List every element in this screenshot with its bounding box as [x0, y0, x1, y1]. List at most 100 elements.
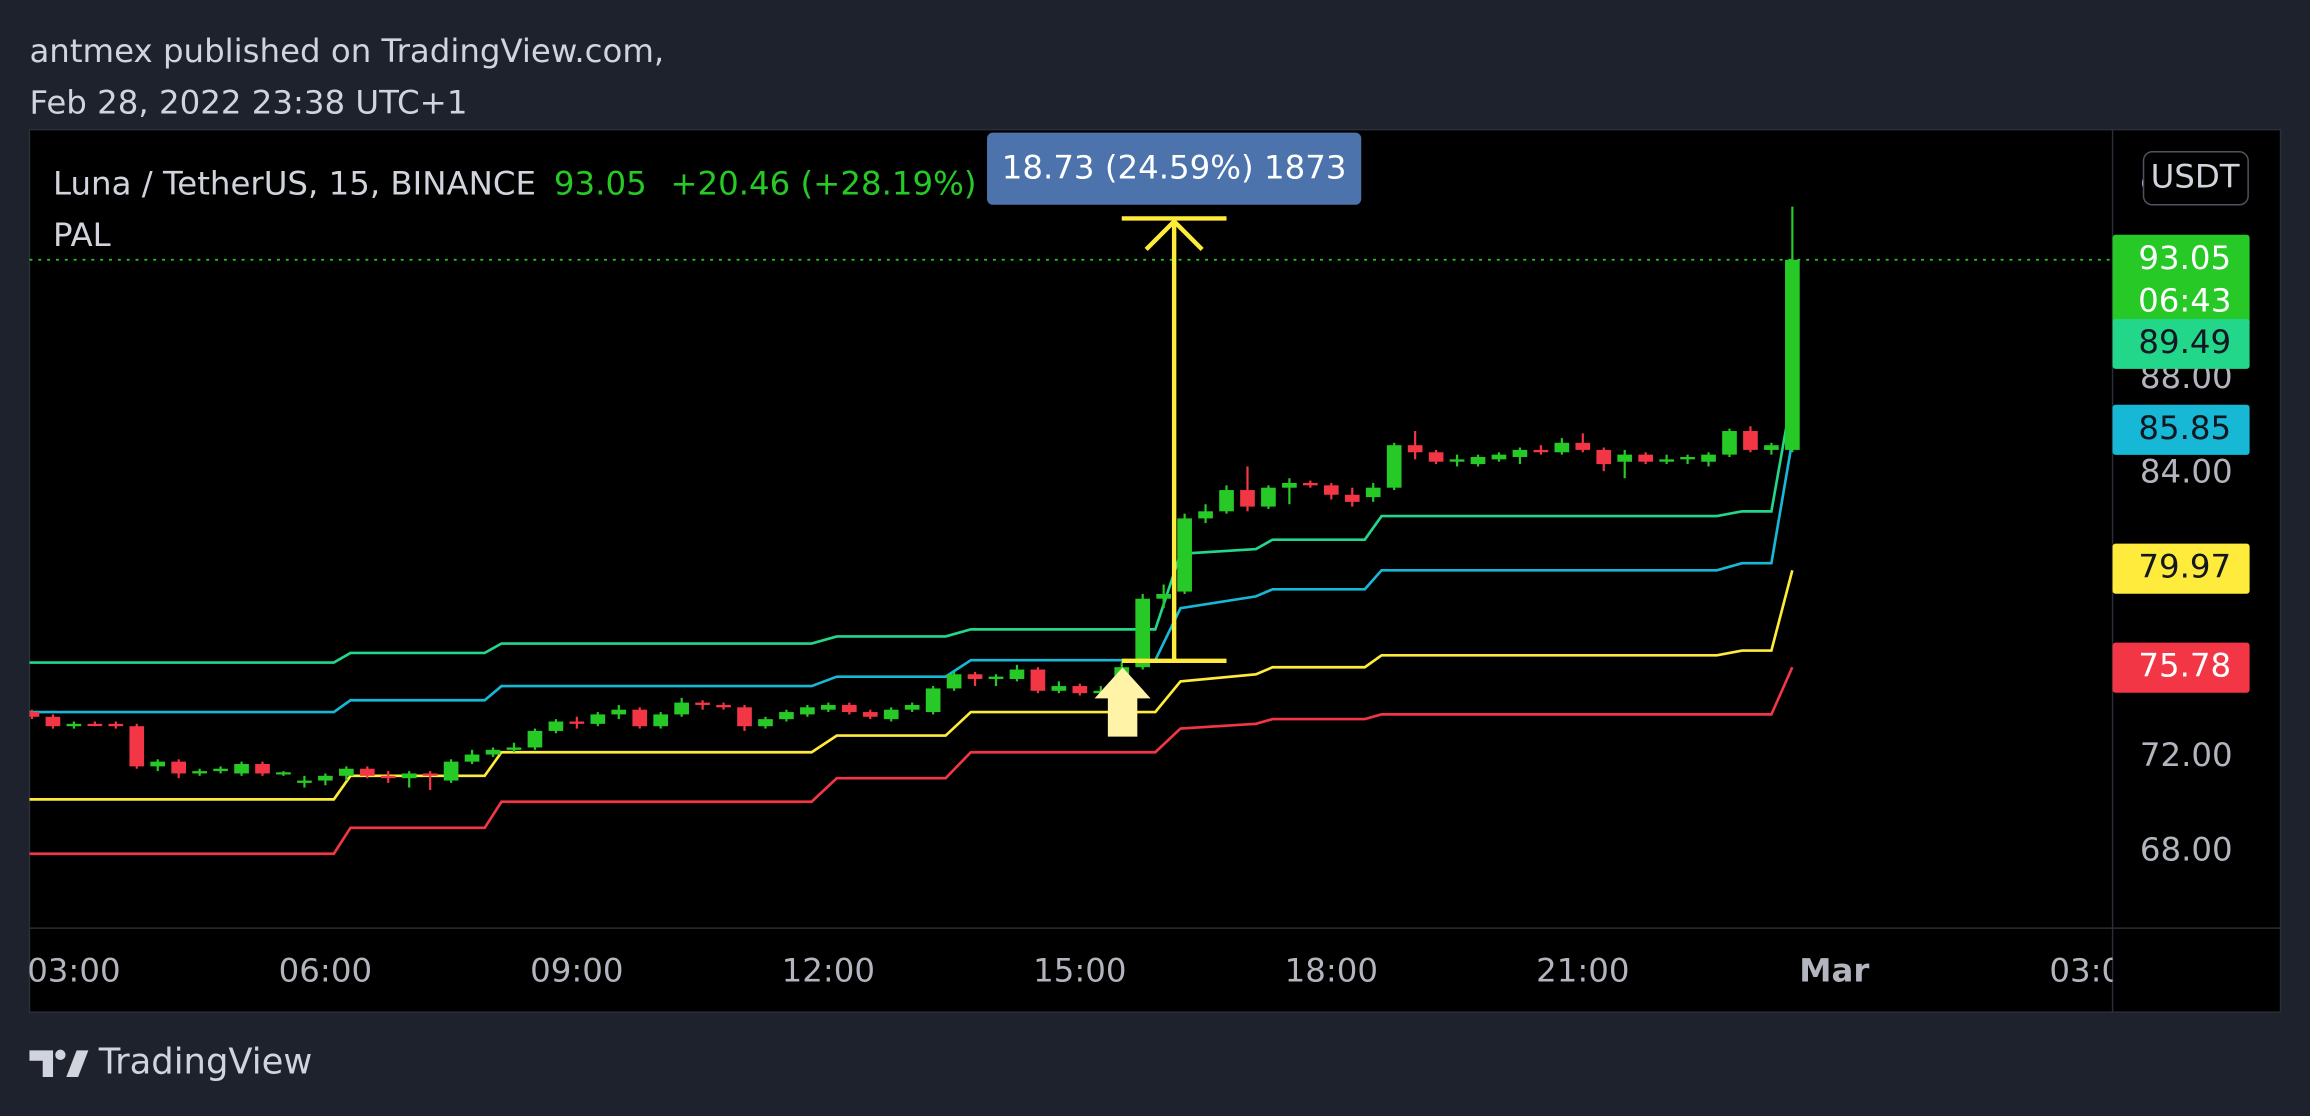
candle-body: [1701, 454, 1716, 462]
candle-body: [422, 773, 438, 776]
candle-body: [1743, 431, 1758, 450]
x-tick-label: Mar: [1799, 951, 1869, 989]
candle-body: [695, 702, 710, 705]
x-tick-label: 03:00: [27, 951, 120, 989]
candle-body: [1680, 456, 1695, 460]
candle-body: [527, 730, 543, 748]
candle-body: [1659, 459, 1674, 462]
candle-body: [1030, 669, 1046, 691]
candle-body: [255, 764, 270, 774]
candle-body: [66, 723, 82, 727]
candle-body: [1407, 445, 1423, 453]
candle-body: [1533, 449, 1549, 453]
candle-body: [1386, 445, 1402, 488]
legend-last-price: 93.05: [554, 165, 647, 203]
x-tick-label: 09:00: [530, 951, 623, 989]
indicator-name: PAL: [53, 216, 111, 254]
candle-body: [1470, 456, 1486, 465]
price-badge-label: 93.05: [2138, 239, 2231, 277]
candle-body: [988, 676, 1004, 679]
candle-body: [338, 768, 354, 776]
highlight-arrow: [1094, 667, 1151, 737]
candle-body: [380, 775, 396, 779]
candle-body: [1072, 686, 1088, 694]
candle-body: [213, 768, 228, 772]
candle-body: [234, 764, 249, 774]
author-line: antmex published on TradingView.com,: [29, 32, 664, 70]
candle-body: [1282, 482, 1297, 488]
candle-body: [1303, 482, 1318, 486]
candle-body: [674, 702, 689, 715]
price-badge: [2112, 404, 2250, 455]
measure-box: [987, 132, 1362, 205]
candle-body: [653, 714, 669, 727]
x-tick-label: 03:0: [2049, 951, 2122, 989]
currency-button[interactable]: [2142, 151, 2249, 206]
price-badge-label: 89.49: [2138, 323, 2231, 361]
price-badge: [2112, 234, 2250, 327]
price-badge-label: 85.85: [2138, 409, 2231, 447]
candle-body: [1344, 494, 1360, 502]
candle-body: [1785, 259, 1800, 450]
candle-body: [318, 775, 333, 781]
price-badge-label: 75.78: [2138, 647, 2231, 685]
price-badge: [2112, 543, 2250, 594]
candle-body: [590, 714, 606, 724]
candle-body: [632, 709, 648, 727]
candle-body: [779, 712, 794, 720]
candle-body: [611, 709, 627, 715]
candle-body: [737, 707, 752, 727]
x-tick-label: 06:00: [279, 951, 372, 989]
candle-body: [1365, 487, 1381, 498]
measure-arrowhead: [1144, 218, 1204, 251]
price-badge: [2112, 642, 2250, 693]
candle-body: [758, 719, 773, 727]
candle-body: [1575, 442, 1591, 450]
y-tick-label: 72.00: [2140, 736, 2233, 774]
footer-logo: [29, 1049, 89, 1077]
y-tick-label: 84.00: [2140, 453, 2233, 491]
candle-body: [129, 726, 145, 767]
candle-body: [87, 723, 103, 727]
indicator-line: [29, 569, 1794, 801]
candle-body: [506, 747, 522, 750]
candle-body: [1638, 454, 1654, 462]
indicator-line: [29, 666, 1794, 856]
candle-body: [1261, 487, 1276, 507]
candle-body: [1722, 431, 1737, 455]
currency-label[interactable]: USDT: [2151, 157, 2240, 195]
candle-body: [171, 761, 187, 774]
candle-body: [1491, 454, 1507, 460]
candle-body: [1449, 459, 1465, 462]
indicator-line: [29, 392, 1794, 664]
candle-body: [276, 772, 291, 775]
footer-brand: TradingView: [98, 1042, 313, 1083]
candle-body: [1009, 669, 1025, 679]
candle-body: [150, 761, 166, 767]
candle-body: [1156, 593, 1171, 599]
candle-body: [29, 712, 40, 717]
candle-body: [297, 780, 312, 783]
candle-body: [485, 749, 501, 755]
candle-body: [108, 723, 124, 727]
y-tick-label: 68.00: [2140, 830, 2233, 868]
candle-body: [1512, 449, 1528, 457]
candle-body: [1428, 452, 1444, 462]
x-tick-label: 15:00: [1033, 951, 1126, 989]
candle-body: [1596, 449, 1612, 465]
candle-body: [821, 704, 836, 710]
candle-body: [841, 704, 857, 713]
time-axis: 03:00 06:00 09:00 12:00 15:00 18:00 21:00 Mar 03…: [27, 951, 2122, 989]
candle-body: [1764, 445, 1779, 450]
candle-body: [1323, 485, 1339, 495]
overlay: Luna / TetherUS, 15, BINANCE 93.05 +20.4…: [53, 132, 2250, 693]
candle-body: [548, 721, 564, 731]
candle-body: [1177, 518, 1192, 592]
candle-body: [1219, 490, 1234, 512]
symbol-title: Luna / TetherUS, 15, BINANCE: [53, 165, 536, 203]
candle-body: [946, 674, 962, 689]
candle-body: [883, 709, 899, 720]
